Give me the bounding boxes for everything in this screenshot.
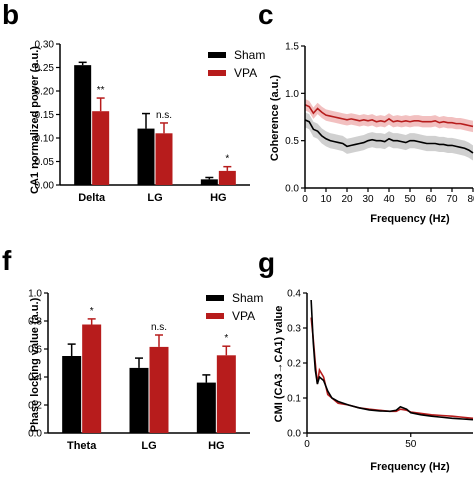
bar-sham <box>200 179 218 185</box>
significance-label: n.s. <box>151 322 167 333</box>
x-tick-label: 80 <box>467 194 474 205</box>
y-tick-label: 0.0 <box>287 429 301 440</box>
significance-label: ** <box>97 85 105 96</box>
bar-vpa <box>149 346 169 433</box>
panel-b-ylabel: CA1 normalized power (a.u.) <box>29 46 41 194</box>
significance-label: * <box>224 333 228 344</box>
panel-f-ylabel: Phase locking value (a.u.) <box>29 297 41 432</box>
bar-sham <box>74 65 92 185</box>
bar-vpa <box>218 170 236 185</box>
y-tick-label: 0.0 <box>285 184 299 195</box>
bar-sham <box>129 367 149 433</box>
category-label: LG <box>147 192 162 204</box>
category-label: HG <box>208 440 225 452</box>
legend-swatch-sham <box>206 295 224 301</box>
category-label: LG <box>141 440 156 452</box>
y-tick-label: 0.3 <box>287 324 301 335</box>
x-tick-label: 60 <box>425 194 437 205</box>
panel-b-letter: b <box>2 0 19 30</box>
y-tick-label: 0.6 <box>28 345 42 356</box>
significance-label: * <box>90 306 94 317</box>
series-line-vpa <box>310 317 474 420</box>
y-tick-label: 0.30 <box>35 40 55 51</box>
legend-label-vpa: VPA <box>232 309 255 323</box>
panel-c-ylabel: Coherence (a.u.) <box>269 75 281 162</box>
bar-sham <box>137 128 155 185</box>
y-tick-label: 0.00 <box>35 181 55 192</box>
x-tick-label: 10 <box>320 194 332 205</box>
y-tick-label: 1.0 <box>285 89 299 100</box>
y-tick-label: 0.4 <box>28 373 42 384</box>
category-label: Delta <box>78 192 106 204</box>
y-tick-label: 0.2 <box>28 401 42 412</box>
sem-band-vpa <box>305 99 473 133</box>
y-tick-label: 1.0 <box>28 289 42 300</box>
panel-c-xlabel: Frequency (Hz) <box>370 213 450 225</box>
series-line-vpa <box>304 103 474 128</box>
x-tick-label: 30 <box>362 194 374 205</box>
bar-vpa <box>216 355 236 433</box>
y-tick-label: 0.10 <box>35 134 55 145</box>
x-tick-label: 50 <box>404 194 416 205</box>
significance-label: * <box>225 154 229 165</box>
panel-g-letter: g <box>258 247 275 278</box>
legend-swatch-sham <box>208 52 226 58</box>
chart-marks-layer: 0.000.050.100.150.200.250.30Delta**LGn.s… <box>28 40 474 453</box>
y-tick-label: 0.4 <box>287 289 301 300</box>
x-tick-label: 40 <box>383 194 395 205</box>
panel-c-letter: c <box>258 0 274 30</box>
x-tick-label: 70 <box>446 194 458 205</box>
bar-sham <box>196 382 216 433</box>
y-tick-label: 0.05 <box>35 157 55 168</box>
y-tick-label: 0.1 <box>287 394 301 405</box>
bar-vpa <box>82 324 102 433</box>
bar-sham <box>62 356 82 433</box>
y-tick-label: 0.8 <box>28 317 42 328</box>
x-tick-label: 50 <box>405 439 417 450</box>
panel-g-ylabel: CMI (CA3→CA1) value <box>273 306 285 423</box>
y-tick-label: 0.5 <box>285 136 299 147</box>
series-line-sham <box>310 299 474 421</box>
y-tick-label: 0.20 <box>35 87 55 98</box>
panel-g-xlabel: Frequency (Hz) <box>370 461 450 473</box>
y-tick-label: 0.0 <box>28 429 42 440</box>
legend-label-vpa: VPA <box>234 66 257 80</box>
sem-band-sham <box>305 112 473 161</box>
x-tick-label: 0 <box>302 194 308 205</box>
x-tick-label: 20 <box>341 194 353 205</box>
x-tick-label: 0 <box>304 439 310 450</box>
bar-vpa <box>92 111 110 185</box>
y-tick-label: 0.2 <box>287 359 301 370</box>
y-tick-label: 0.25 <box>35 63 55 74</box>
legend-swatch-vpa <box>208 70 226 76</box>
y-tick-label: 0.15 <box>35 110 55 121</box>
significance-label: n.s. <box>156 110 172 121</box>
y-tick-label: 1.5 <box>285 42 299 53</box>
panel-f-letter: f <box>2 245 12 276</box>
legend-label-sham: Sham <box>234 48 265 62</box>
legend-label-sham: Sham <box>232 291 263 305</box>
category-label: Theta <box>67 440 97 452</box>
legend-swatch-vpa <box>206 313 224 319</box>
series-line-sham <box>304 119 474 154</box>
category-label: HG <box>210 192 227 204</box>
bar-vpa <box>155 133 173 185</box>
